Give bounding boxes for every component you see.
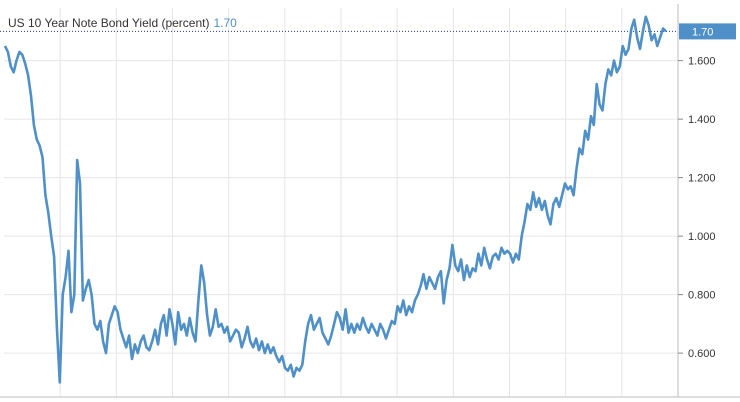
- series-line[interactable]: [3, 15, 667, 384]
- chart-title-last-value: 1.70: [213, 16, 237, 30]
- y-axis-tick-labels: 0.600 0.800 1.000 1.200 1.400 1.600: [678, 56, 716, 360]
- y-tick-label: 1.200: [688, 173, 716, 185]
- chart-title: US 10 Year Note Bond Yield (percent): [8, 16, 210, 30]
- y-tick-label: 1.000: [688, 231, 716, 243]
- y-tick-label: 0.600: [688, 348, 716, 360]
- chart-title-row: US 10 Year Note Bond Yield (percent) 1.70: [8, 16, 237, 30]
- horizontal-gridlines: [4, 60, 678, 354]
- y-tick-label: 0.800: [688, 290, 716, 302]
- y-tick-label: 1.400: [688, 114, 716, 126]
- vertical-gridlines: [59, 8, 623, 397]
- last-value-badge: 1.70: [679, 23, 736, 40]
- y-tick-label: 1.600: [688, 56, 716, 68]
- last-value-badge-label: 1.70: [692, 26, 713, 38]
- axes: [0, 4, 740, 398]
- last-value-badge-bg: [679, 23, 736, 40]
